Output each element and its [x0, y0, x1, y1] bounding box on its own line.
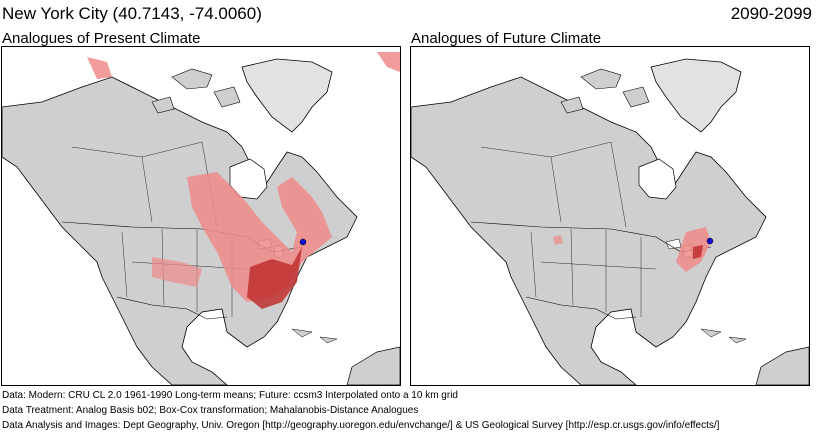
present-climate-title: Analogues of Present Climate [2, 30, 201, 47]
footer-data-treatment: Data Treatment: Analog Basis b02; Box-Co… [2, 405, 419, 416]
footer-data-analysis: Data Analysis and Images: Dept Geography… [2, 420, 720, 431]
time-period: 2090-2099 [730, 4, 812, 23]
greenland [650, 58, 742, 133]
target-location-marker [706, 237, 714, 245]
north-america-land [2, 76, 358, 385]
hudson-bay [638, 158, 677, 200]
present-climate-map[interactable] [1, 46, 401, 386]
target-location-marker [299, 238, 307, 246]
future-climate-title: Analogues of Future Climate [411, 30, 602, 47]
north-america-land [411, 76, 767, 385]
basemap [411, 58, 809, 385]
footer-data-source: Data: Modern: CRU CL 2.0 1961-1990 Long-… [2, 390, 458, 401]
greenland [241, 58, 333, 133]
location-title: New York City (40.7143, -74.0060) [2, 4, 262, 23]
future-climate-map[interactable] [410, 46, 810, 386]
analogue-regions [87, 52, 400, 309]
us-mexico-border [116, 296, 228, 320]
basemap [2, 58, 400, 385]
analogue-regions [553, 227, 711, 272]
